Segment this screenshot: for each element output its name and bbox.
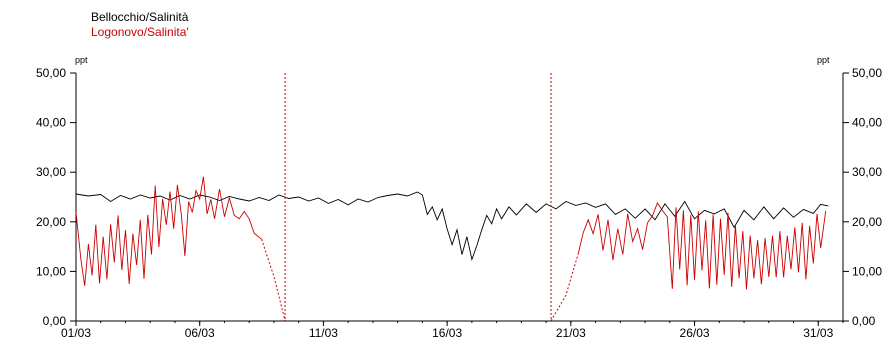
x-tick-label: 06/03 <box>185 326 215 340</box>
y-tick-label-right: 40,00 <box>852 116 882 130</box>
y-tick-label-left: 10,00 <box>36 264 66 278</box>
legend-item-bellocchio: Bellocchio/Salinità <box>91 10 189 24</box>
y-axis-unit-right: ppt <box>817 55 830 65</box>
series-gap-logonovo <box>261 239 286 322</box>
x-tick-label: 31/03 <box>803 326 833 340</box>
y-tick-label-right: 20,00 <box>852 215 882 229</box>
y-axis-unit-left: ppt <box>75 55 88 65</box>
y-tick-label-right: 10,00 <box>852 264 882 278</box>
y-tick-label-right: 0,00 <box>852 314 876 328</box>
y-tick-label-left: 40,00 <box>36 116 66 130</box>
x-tick-label: 21/03 <box>556 326 586 340</box>
x-tick-label: 26/03 <box>680 326 710 340</box>
x-tick-label: 11/03 <box>309 326 338 340</box>
y-tick-label-right: 50,00 <box>852 66 882 80</box>
x-tick-label: 16/03 <box>432 326 462 340</box>
legend-item-logonovo: Logonovo/Salinita' <box>91 25 189 39</box>
y-tick-label-left: 20,00 <box>36 215 66 229</box>
series-gap-logonovo <box>550 253 579 322</box>
y-tick-label-left: 50,00 <box>36 66 66 80</box>
series-line-logonovo <box>577 202 827 290</box>
legend: Bellocchio/Salinità Logonovo/Salinita' <box>91 10 189 40</box>
y-tick-label-right: 30,00 <box>852 165 882 179</box>
y-tick-label-left: 30,00 <box>36 165 66 179</box>
y-tick-label-left: 0,00 <box>43 314 67 328</box>
x-tick-label: 01/03 <box>61 326 91 340</box>
series-line-logonovo <box>75 176 262 286</box>
